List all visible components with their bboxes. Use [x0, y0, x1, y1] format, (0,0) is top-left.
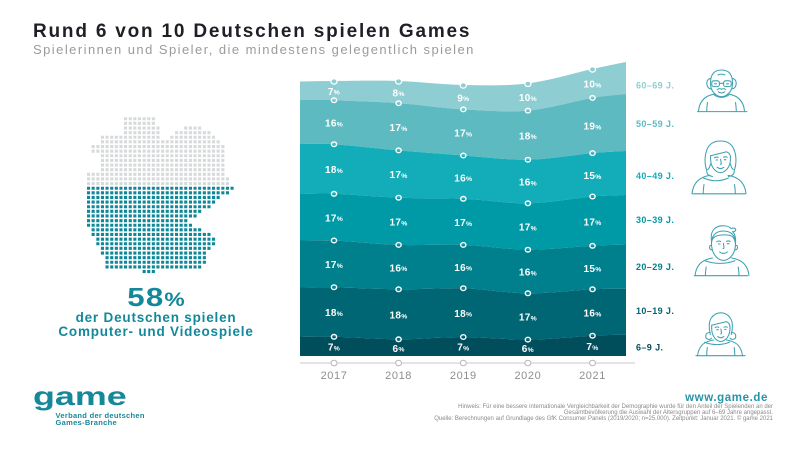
- svg-text:40–49 J.: 40–49 J.: [636, 171, 674, 181]
- svg-text:18%: 18%: [325, 165, 343, 176]
- svg-text:16%: 16%: [519, 268, 537, 279]
- svg-text:18%: 18%: [454, 309, 472, 320]
- svg-text:19%: 19%: [583, 122, 601, 133]
- svg-text:30–39 J.: 30–39 J.: [636, 215, 674, 225]
- svg-text:16%: 16%: [519, 178, 537, 189]
- svg-text:18%: 18%: [390, 311, 408, 322]
- svg-text:17%: 17%: [583, 217, 601, 228]
- svg-text:50–59 J.: 50–59 J.: [636, 119, 674, 129]
- svg-text:6%: 6%: [522, 344, 534, 355]
- svg-text:18%: 18%: [519, 131, 537, 142]
- svg-text:16%: 16%: [454, 263, 472, 274]
- svg-text:10%: 10%: [583, 80, 601, 91]
- svg-text:17%: 17%: [454, 129, 472, 140]
- svg-text:9%: 9%: [457, 93, 469, 104]
- svg-text:60–69 J.: 60–69 J.: [636, 81, 674, 91]
- svg-text:16%: 16%: [454, 173, 472, 184]
- svg-text:7%: 7%: [328, 343, 340, 354]
- svg-text:17%: 17%: [390, 170, 408, 181]
- svg-text:20–29 J.: 20–29 J.: [636, 262, 674, 272]
- svg-text:7%: 7%: [586, 342, 598, 353]
- svg-text:6%: 6%: [392, 344, 404, 355]
- svg-text:17%: 17%: [390, 218, 408, 229]
- svg-text:7%: 7%: [457, 343, 469, 354]
- svg-text:2019: 2019: [450, 370, 477, 382]
- svg-text:8%: 8%: [392, 88, 404, 99]
- svg-text:16%: 16%: [390, 263, 408, 274]
- svg-text:2021: 2021: [579, 370, 606, 382]
- svg-text:10%: 10%: [519, 93, 537, 104]
- svg-text:7%: 7%: [328, 87, 340, 98]
- svg-text:2018: 2018: [385, 370, 412, 382]
- svg-text:15%: 15%: [583, 171, 601, 182]
- svg-text:17%: 17%: [325, 213, 343, 224]
- svg-text:2020: 2020: [514, 370, 541, 382]
- svg-text:2017: 2017: [321, 370, 348, 382]
- svg-text:17%: 17%: [519, 223, 537, 234]
- svg-text:18%: 18%: [325, 308, 343, 319]
- svg-text:17%: 17%: [454, 218, 472, 229]
- svg-text:15%: 15%: [583, 264, 601, 275]
- svg-text:16%: 16%: [325, 119, 343, 130]
- svg-text:17%: 17%: [519, 313, 537, 324]
- svg-text:16%: 16%: [583, 309, 601, 320]
- svg-text:17%: 17%: [390, 123, 408, 134]
- svg-text:10–19 J.: 10–19 J.: [636, 306, 674, 316]
- svg-text:17%: 17%: [325, 260, 343, 271]
- svg-text:6–9 J.: 6–9 J.: [636, 343, 663, 353]
